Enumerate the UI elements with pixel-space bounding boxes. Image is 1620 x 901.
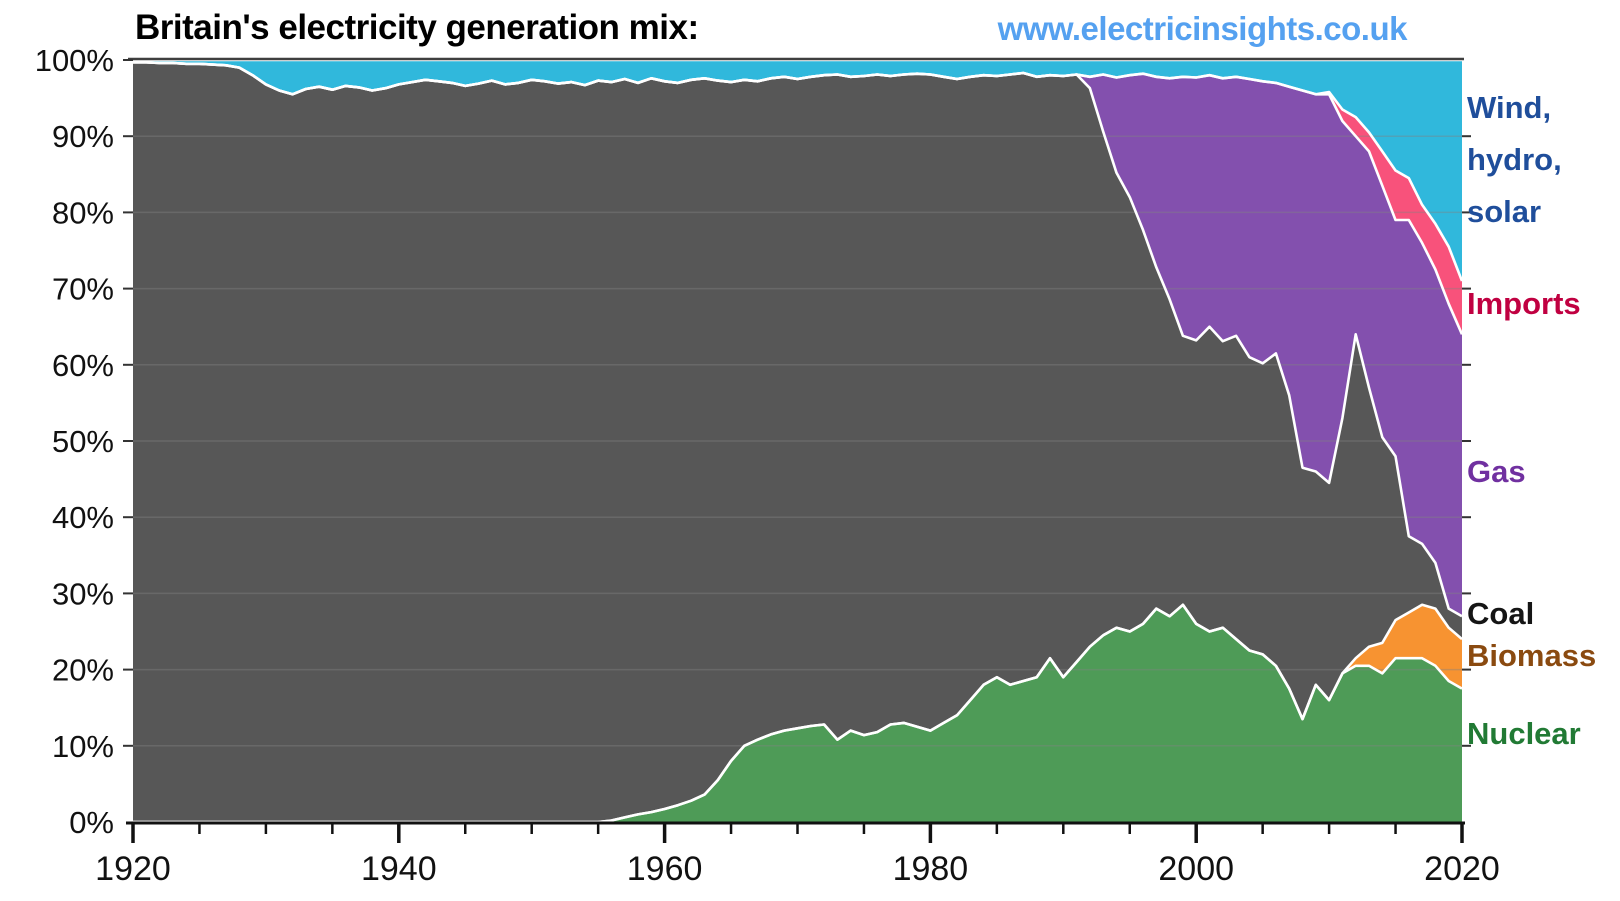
legend-biomass-label: Biomass xyxy=(1467,638,1597,673)
x-label-2020: 2020 xyxy=(1424,850,1500,888)
legend-wind-line-2: hydro, xyxy=(1467,142,1562,177)
x-label-1960: 1960 xyxy=(627,850,703,888)
x-label-1940: 1940 xyxy=(361,850,437,888)
legend-wind-line-1: Wind, xyxy=(1467,90,1552,125)
y-label-60: 60% xyxy=(52,348,114,383)
site-url-link[interactable]: www.electricinsights.co.uk xyxy=(997,10,1408,47)
legend-nuclear-label: Nuclear xyxy=(1467,716,1581,751)
y-label-80: 80% xyxy=(52,195,114,230)
y-label-100: 100% xyxy=(35,43,114,78)
x-label-2000: 2000 xyxy=(1158,850,1234,888)
legend-coal-label: Coal xyxy=(1467,596,1535,631)
legend-nuclear: Nuclear xyxy=(1467,708,1581,760)
area-wind_hydro_solar xyxy=(133,60,1462,281)
legend-coal: Coal xyxy=(1467,588,1534,640)
y-label-40: 40% xyxy=(52,500,114,535)
y-label-30: 30% xyxy=(52,576,114,611)
y-label-90: 90% xyxy=(52,119,114,154)
chart-title: Britain's electricity generation mix: xyxy=(135,8,699,47)
y-label-70: 70% xyxy=(52,272,114,307)
legend-gas-label: Gas xyxy=(1467,454,1526,489)
legend-imports: Imports xyxy=(1467,278,1581,330)
y-label-0: 0% xyxy=(69,805,114,840)
x-label-1920: 1920 xyxy=(95,850,171,888)
boundary-imports xyxy=(133,61,1464,282)
y-label-10: 10% xyxy=(52,729,114,764)
legend-imports-label: Imports xyxy=(1467,286,1581,321)
legend-biomass: Biomass xyxy=(1467,630,1596,682)
y-label-20: 20% xyxy=(52,653,114,688)
legend-wind-line-3: solar xyxy=(1467,194,1542,229)
legend-wind-hydro-solar: Wind, hydro, solar xyxy=(1467,82,1562,238)
x-label-1980: 1980 xyxy=(893,850,969,888)
legend-gas: Gas xyxy=(1467,446,1526,498)
area-coal xyxy=(133,62,1462,823)
area-nuclear xyxy=(133,604,1462,822)
y-label-50: 50% xyxy=(52,424,114,459)
